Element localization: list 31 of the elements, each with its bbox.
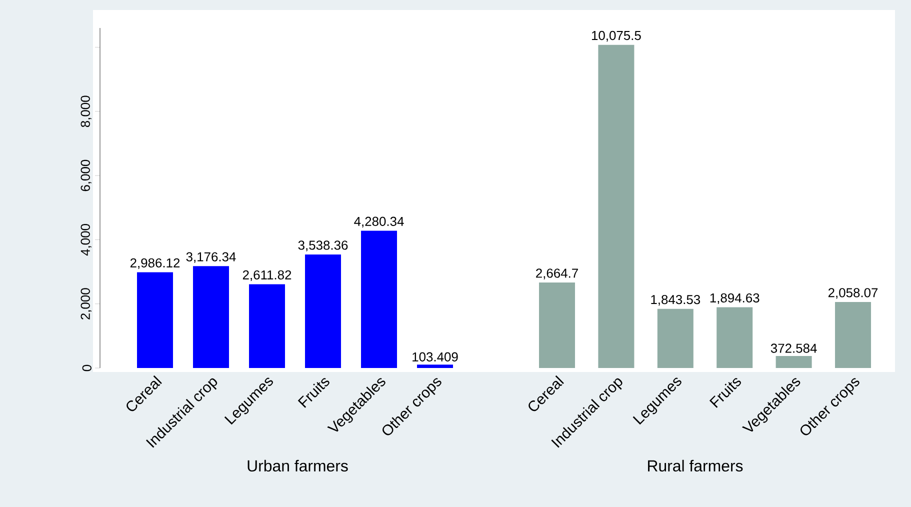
- bar: [249, 284, 286, 368]
- bar: [361, 230, 398, 368]
- bar: [657, 308, 694, 368]
- data-label: 2,986.12: [130, 258, 180, 270]
- y-tick-label: 0: [82, 364, 92, 372]
- bar: [539, 282, 576, 368]
- bar: [137, 272, 174, 368]
- bar: [598, 44, 634, 368]
- data-label: 4,280.34: [354, 216, 404, 228]
- bar: [776, 356, 812, 368]
- y-tick-label: 6,000: [80, 160, 92, 192]
- y-tick-label: 8,000: [80, 96, 92, 128]
- bar: [193, 266, 230, 368]
- y-tick-label: 4,000: [80, 224, 92, 256]
- data-label: 372.584: [770, 344, 817, 353]
- y-tick-label: 2,000: [80, 288, 92, 320]
- bar: [305, 254, 342, 368]
- data-label: 2,664.7: [536, 268, 578, 280]
- bar: [835, 302, 872, 368]
- data-label: 3,538.36: [298, 240, 348, 252]
- bar: [417, 364, 454, 368]
- bar: [716, 307, 753, 368]
- data-label: 10,075.5: [592, 30, 641, 42]
- x-axis-title: Rural farmers: [648, 460, 743, 472]
- data-label: 2,058.07: [828, 288, 878, 299]
- data-label: 1,894.63: [710, 293, 760, 304]
- data-label: 3,176.34: [186, 252, 236, 263]
- data-label: 103.409: [412, 352, 458, 362]
- x-axis-title: Urban farmers: [248, 460, 348, 472]
- data-label: 1,843.53: [651, 294, 700, 306]
- data-label: 2,611.82: [242, 270, 292, 282]
